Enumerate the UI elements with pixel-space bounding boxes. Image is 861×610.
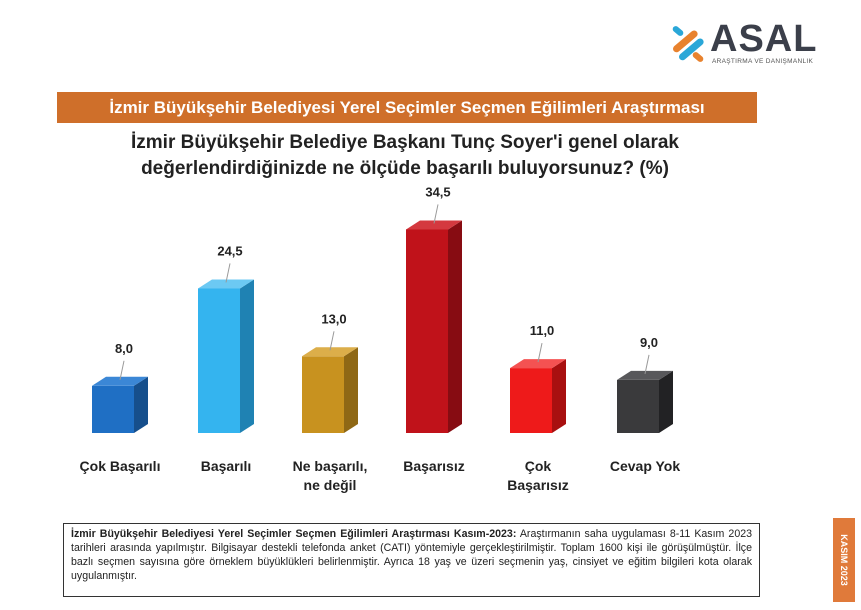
bar-side-5 bbox=[659, 370, 673, 433]
asal-logo-icon bbox=[672, 26, 704, 62]
category-label-2-0: Ne başarılı, bbox=[293, 458, 368, 474]
bar-top-3 bbox=[406, 220, 462, 230]
bar-top-2 bbox=[302, 347, 358, 357]
bar-side-2 bbox=[344, 347, 358, 433]
bar-top-5 bbox=[617, 370, 673, 380]
category-label-4-0: Çok bbox=[525, 458, 552, 474]
bar-side-4 bbox=[552, 359, 566, 433]
bar-top-4 bbox=[510, 359, 566, 369]
leader-line-1 bbox=[225, 263, 231, 283]
category-label-0-0: Çok Başarılı bbox=[80, 458, 161, 474]
value-label-0: 8,0 bbox=[115, 341, 133, 356]
bar-5 bbox=[617, 379, 659, 433]
banner-title: İzmir Büyükşehir Belediyesi Yerel Seçiml… bbox=[57, 92, 757, 123]
category-label-4-1: Başarısız bbox=[507, 477, 568, 493]
bar-1 bbox=[198, 288, 240, 433]
bar-top-1 bbox=[198, 279, 254, 289]
category-label-2-1: ne değil bbox=[304, 477, 357, 493]
date-tag: KASIM 2023 bbox=[833, 518, 855, 602]
bar-chart: 8,0 Çok Başarılı 24,5 Başarılı 13,0 Ne başarı… bbox=[80, 184, 681, 493]
value-label-1: 24,5 bbox=[217, 243, 242, 258]
leader-line-5 bbox=[644, 354, 650, 375]
leader-line-3 bbox=[433, 204, 439, 224]
category-label-5-0: Cevap Yok bbox=[610, 458, 681, 474]
leader-line-2 bbox=[329, 331, 335, 351]
bar-top-0 bbox=[92, 376, 148, 386]
value-label-5: 9,0 bbox=[640, 335, 658, 350]
category-label-3-0: Başarısız bbox=[403, 458, 464, 474]
bar-0 bbox=[92, 385, 134, 433]
bar-side-1 bbox=[240, 279, 254, 433]
bar-3 bbox=[406, 229, 448, 433]
bar-2 bbox=[302, 356, 344, 433]
leader-line-4 bbox=[537, 342, 543, 363]
bar-side-0 bbox=[134, 376, 148, 433]
value-label-3: 34,5 bbox=[425, 184, 450, 199]
footnote-text: Araştırmanın saha uygulaması 8-11 Kasım … bbox=[71, 528, 752, 582]
date-tag-label: KASIM 2023 bbox=[839, 534, 849, 586]
footnote-bold: İzmir Büyükşehir Belediyesi Yerel Seçiml… bbox=[71, 528, 517, 540]
bar-side-3 bbox=[448, 220, 462, 433]
footnote: İzmir Büyükşehir Belediyesi Yerel Seçiml… bbox=[63, 523, 760, 597]
value-label-2: 13,0 bbox=[321, 311, 346, 326]
brand-tagline: ARAŞTIRMA VE DANIŞMANLIK bbox=[712, 58, 814, 65]
category-label-1-0: Başarılı bbox=[201, 458, 252, 474]
bar-4 bbox=[510, 368, 552, 433]
chart-question: İzmir Büyükşehir Belediye Başkanı Tunç S… bbox=[131, 132, 679, 179]
value-label-4: 11,0 bbox=[530, 323, 555, 338]
leader-line-0 bbox=[119, 360, 125, 380]
brand-name: ASAL bbox=[710, 18, 818, 60]
